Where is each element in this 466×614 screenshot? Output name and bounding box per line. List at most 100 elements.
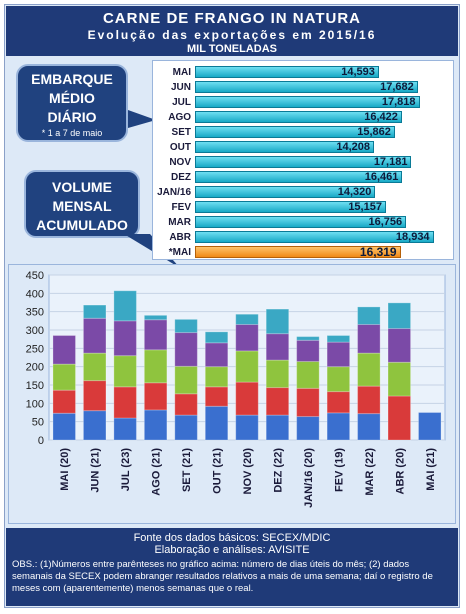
monthly-volume-chart: 0 50 100 150 200 250 300 350 400 450 MAI (20) JUN (…	[8, 264, 456, 524]
hbar	[195, 111, 402, 123]
hbar	[195, 201, 386, 213]
x-tick-label: OUT (21)	[212, 448, 224, 494]
bar-segment	[52, 412, 77, 441]
x-tick-label: JUL (23)	[120, 448, 132, 492]
hbar-value-label: 15,157	[348, 201, 382, 213]
bar-segment	[417, 412, 442, 441]
bar-segment	[296, 361, 320, 389]
bar-segment	[82, 317, 107, 354]
bar-segment	[265, 359, 290, 389]
bar-segment	[174, 318, 198, 334]
bar-segment	[235, 414, 259, 441]
hbar-value-label: 17,818	[381, 96, 416, 108]
x-tick-label: FEV (19)	[333, 448, 345, 492]
bar-segment	[204, 331, 229, 344]
monthly-volume-callout: VOLUME MENSAL ACUMULADO	[24, 170, 140, 238]
bar-segment	[204, 342, 229, 368]
stacked-bar-svg: 0 50 100 150 200 250 300 350 400 450 MAI (20) JUN (…	[26, 270, 446, 508]
x-tick-label: NOV (20)	[242, 448, 254, 495]
x-tick-label: MAR (22)	[364, 448, 376, 496]
bar-segment	[52, 363, 77, 391]
hbar-category-label: JUN	[170, 82, 191, 93]
bar-segment	[82, 380, 107, 412]
bar-segment	[204, 386, 229, 407]
header: CARNE DE FRANGO IN NATURA Evolução das e…	[6, 6, 458, 56]
page-subtitle: Evolução das exportações em 2015/16	[87, 28, 377, 42]
hbar-value-label: 16,756	[368, 216, 403, 228]
x-tick-label: JAN/16 (20)	[303, 448, 315, 508]
callout-line: VOLUME	[52, 179, 112, 195]
bar-segment	[357, 324, 381, 354]
bar-segment	[387, 395, 412, 441]
hbar-category-label: JUL	[172, 97, 191, 108]
footer: Fonte dos dados básicos: SECEX/MDIC Elab…	[6, 528, 458, 606]
y-tick-label: 350	[26, 307, 44, 319]
y-tick-label: 0	[38, 435, 44, 447]
hbar-value-label: 16,319	[359, 245, 397, 259]
bar-segment	[174, 414, 198, 441]
bar-segment	[296, 416, 320, 441]
y-tick-label: 250	[26, 343, 44, 355]
source-text: Fonte dos dados básicos: SECEX/MDIC	[133, 532, 331, 544]
callout-line: ACUMULADO	[36, 217, 128, 233]
hbar	[195, 96, 420, 108]
bar-segment	[387, 328, 412, 363]
bar-segment	[143, 382, 168, 411]
bar-segment	[174, 393, 198, 416]
bar-segment	[265, 333, 290, 361]
bar-segment	[265, 387, 290, 416]
hbar-value-label: 14,208	[336, 141, 371, 153]
y-tick-label: 200	[26, 362, 44, 374]
x-tick-label: SET (21)	[181, 448, 193, 492]
hbar	[195, 156, 412, 168]
hbar-value-label: 14,593	[341, 66, 375, 78]
daily-average-bar-chart: MAI 14,593 JUN 17,682 JUL 17,818 AGO 16,422 SET 1…	[152, 60, 454, 260]
bar-segment	[82, 410, 107, 441]
callout-line: DIÁRIO	[47, 109, 97, 125]
x-tick-label: MAI (21)	[425, 448, 437, 491]
bar-segment	[296, 387, 320, 418]
bar-segment	[235, 313, 259, 325]
callout-line: EMBARQUE	[31, 71, 113, 87]
x-tick-label: MAI (20)	[59, 448, 71, 491]
bar-segment	[235, 324, 259, 352]
bar-segment	[113, 355, 137, 388]
bar-segment	[357, 306, 381, 326]
page-title: CARNE DE FRANGO IN NATURA	[102, 10, 362, 27]
y-tick-label: 100	[26, 398, 44, 410]
hbar-value-label: 15,862	[357, 126, 391, 138]
hbar	[195, 126, 395, 138]
callout-line: MÉDIO	[49, 90, 95, 106]
hbar-value-label: 18,934	[395, 231, 430, 243]
bar-segment	[113, 386, 137, 419]
y-tick-label: 450	[26, 270, 44, 282]
bar-segment	[174, 332, 198, 367]
hbar-value-label: 16,422	[364, 111, 398, 123]
bar-segment	[174, 365, 198, 395]
hbar-category-label: MAR	[168, 217, 191, 228]
callout-line: MENSAL	[52, 198, 112, 214]
bar-segment	[143, 409, 168, 441]
bar-segment	[265, 308, 290, 335]
bar-segment	[357, 413, 381, 441]
bar-segment	[113, 320, 137, 357]
hbar	[195, 216, 407, 228]
bar-segment	[357, 352, 381, 387]
hbar-category-label: SET	[171, 127, 191, 138]
bar-segment	[143, 349, 168, 384]
hbar-value-label: 17,682	[380, 81, 414, 93]
x-tick-label: ABR (20)	[394, 448, 406, 495]
bar-segment	[143, 314, 168, 321]
hbar	[195, 171, 403, 183]
hbar-category-label: FEV	[171, 202, 191, 213]
x-tick-label: JUN (21)	[90, 448, 102, 493]
daily-average-callout: EMBARQUE MÉDIO DIÁRIO * 1 a 7 de maio	[16, 64, 128, 142]
hbar-category-label: MAI	[172, 67, 191, 78]
hbar	[195, 81, 418, 93]
bar-segment	[235, 350, 259, 383]
hbar	[195, 231, 434, 243]
hbar-category-label: ABR	[169, 232, 191, 243]
bar-segment	[387, 302, 412, 330]
bar-segment	[52, 389, 77, 414]
hbar-category-label: OUT	[169, 142, 191, 153]
